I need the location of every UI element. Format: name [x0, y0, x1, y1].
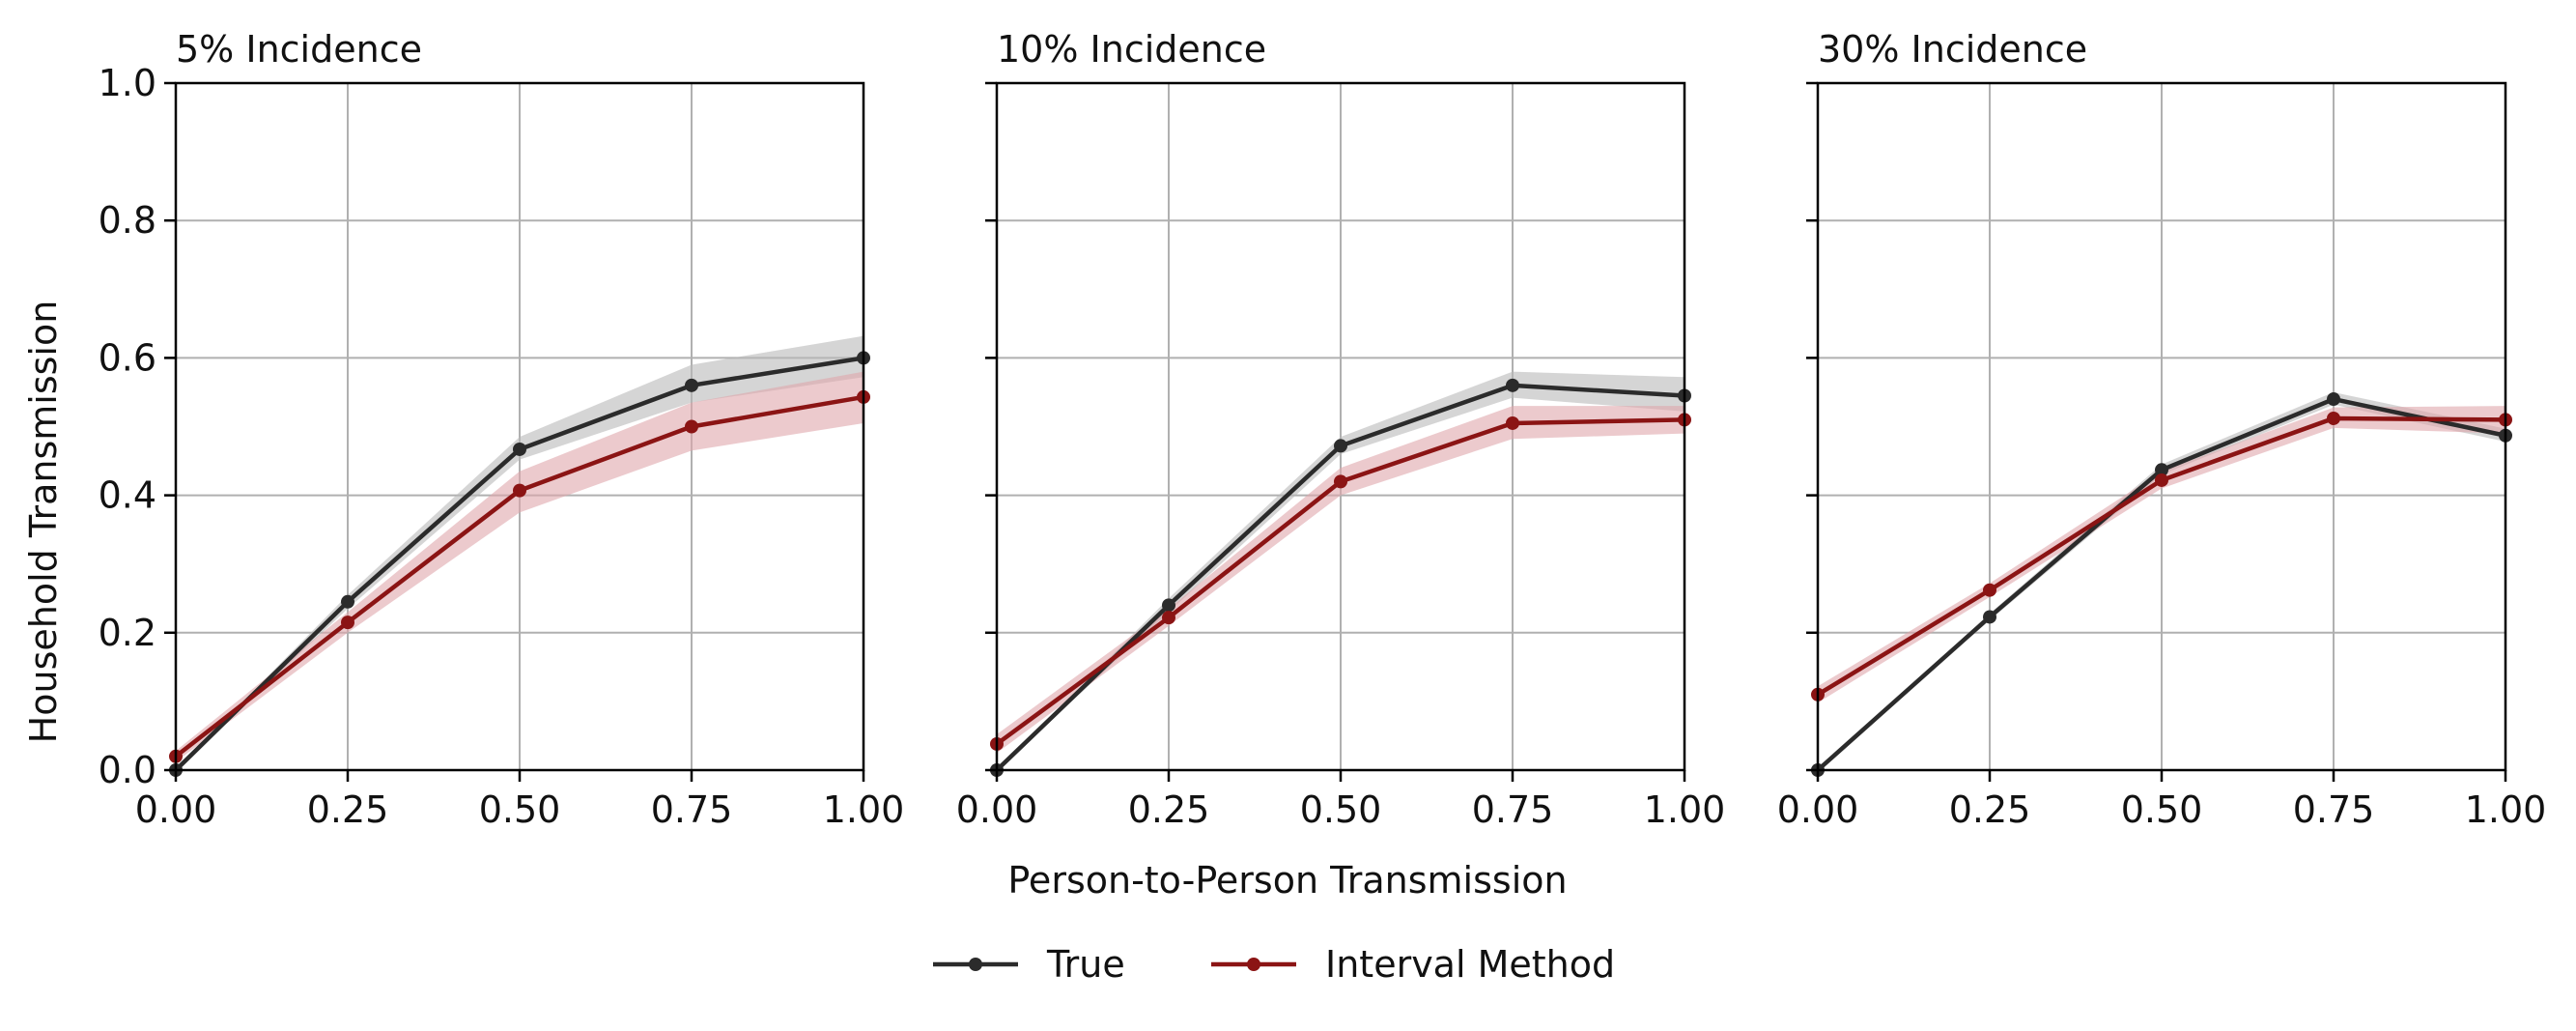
x-tick-label: 1.00 — [2465, 788, 2547, 831]
legend-marker — [969, 958, 982, 971]
x-tick-label: 0.50 — [1300, 788, 1382, 831]
x-tick-label: 0.00 — [1777, 788, 1859, 831]
data-point — [1162, 611, 1175, 625]
confidence-band — [176, 335, 863, 770]
legend-marker — [1247, 958, 1260, 971]
legend-item: Interval Method — [1211, 943, 1615, 986]
data-point — [1506, 378, 1519, 392]
y-tick-label: 0.8 — [99, 199, 156, 242]
panel-3: 0.00 0.25 0.50 0.75 1.00 30% Incidence — [1777, 28, 2547, 831]
data-point — [685, 419, 698, 434]
legend-label: Interval Method — [1325, 943, 1615, 986]
data-point — [1506, 415, 1519, 430]
x-tick-label: 0.50 — [2121, 788, 2203, 831]
data-point — [513, 442, 526, 456]
data-point — [513, 483, 526, 498]
x-tick-label: 0.25 — [1128, 788, 1210, 831]
data-point — [1334, 439, 1347, 453]
x-tick-label: 0.25 — [1949, 788, 2031, 831]
y-tick-label: 0.2 — [99, 612, 156, 654]
y-tick-label: 1.0 — [99, 62, 156, 104]
x-tick-label: 0.75 — [2293, 788, 2375, 831]
panel-2: 0.00 0.25 0.50 0.75 1.00 10% Incidence — [956, 28, 1726, 831]
data-point — [2155, 463, 2168, 477]
panel-1: 0.0 0.2 0.4 0.6 0.8 1.0 0.00 0.25 0.50 0.75 1.00 5%… — [99, 28, 905, 831]
y-tick-label: 0.0 — [99, 749, 156, 791]
data-point — [2327, 392, 2340, 407]
panel-title: 5% Incidence — [176, 28, 422, 71]
data-point — [1983, 610, 1996, 624]
data-point — [2155, 473, 2168, 487]
data-point — [341, 594, 354, 609]
x-tick-label: 0.75 — [1472, 788, 1554, 831]
data-point — [2327, 411, 2340, 425]
legend-item: True — [933, 943, 1125, 986]
x-tick-label: 0.00 — [956, 788, 1038, 831]
y-tick-label: 0.6 — [99, 336, 156, 379]
data-point — [685, 378, 698, 392]
x-tick-label: 0.75 — [651, 788, 733, 831]
data-point — [1334, 474, 1347, 489]
data-point — [341, 616, 354, 630]
panel-title: 10% Incidence — [997, 28, 1266, 71]
x-tick-label: 0.25 — [307, 788, 389, 831]
x-tick-label: 0.00 — [135, 788, 217, 831]
y-axis-label: Household Transmission — [22, 301, 65, 744]
data-point — [1983, 583, 1996, 597]
y-tick-label: 0.4 — [99, 474, 156, 517]
panel-title: 30% Incidence — [1818, 28, 2087, 71]
x-axis-label: Person-to-Person Transmission — [1007, 859, 1567, 902]
legend-label: True — [1046, 943, 1125, 986]
data-point — [1162, 598, 1175, 613]
x-tick-label: 1.00 — [1644, 788, 1726, 831]
legend: True Interval Method — [933, 943, 1615, 986]
panels: 0.0 0.2 0.4 0.6 0.8 1.0 0.00 0.25 0.50 0.75 1.00 5%… — [99, 28, 2547, 831]
x-tick-label: 1.00 — [823, 788, 905, 831]
x-tick-label: 0.50 — [479, 788, 561, 831]
